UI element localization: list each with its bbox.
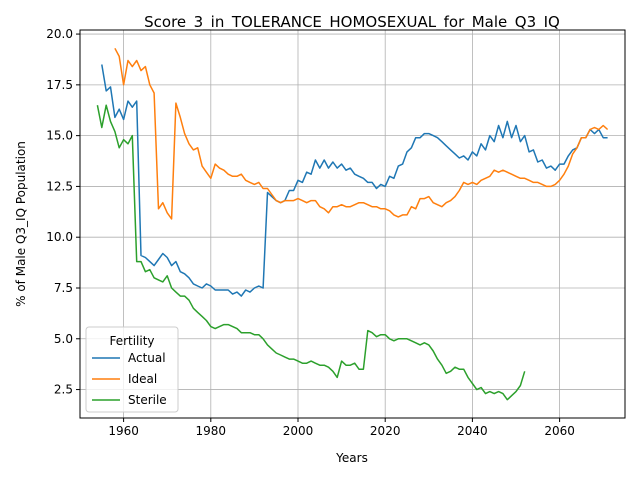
x-tick-label: 1960 xyxy=(108,424,139,438)
y-axis-label: % of Male Q3_IQ Population xyxy=(14,141,28,307)
x-tick-label: 1980 xyxy=(196,424,227,438)
y-tick-label: 12.5 xyxy=(46,179,73,193)
y-tick-label: 2.5 xyxy=(54,383,73,397)
series-line-sterile xyxy=(96,104,526,401)
series-layer xyxy=(96,47,609,401)
y-axis-ticks: 2.5 5.0 7.5 10.0 12.5 15.0 17.5 20.0 xyxy=(46,27,80,397)
y-tick-label: 7.5 xyxy=(54,281,73,295)
y-tick-label: 15.0 xyxy=(46,129,73,143)
x-tick-label: 2000 xyxy=(283,424,314,438)
x-axis-ticks: 1960 1980 2000 2020 2040 2060 xyxy=(108,418,575,438)
series-line-actual xyxy=(101,64,608,297)
chart-title: Score_3_in_TOLERANCE_HOMOSEXUAL_for_Male… xyxy=(144,13,560,32)
x-tick-label: 2020 xyxy=(370,424,401,438)
y-tick-label: 5.0 xyxy=(54,332,73,346)
legend: Fertility Actual Ideal Sterile xyxy=(85,326,179,413)
y-tick-label: 20.0 xyxy=(46,27,73,41)
x-tick-label: 2040 xyxy=(457,424,488,438)
series-line-ideal xyxy=(114,47,609,220)
legend-title: Fertility xyxy=(109,334,154,348)
y-tick-label: 17.5 xyxy=(46,78,73,92)
x-tick-label: 2060 xyxy=(544,424,575,438)
y-tick-label: 10.0 xyxy=(46,230,73,244)
legend-label-sterile: Sterile xyxy=(128,393,167,407)
legend-label-actual: Actual xyxy=(128,351,166,365)
legend-label-ideal: Ideal xyxy=(128,372,157,386)
x-axis-label: Years xyxy=(335,451,368,465)
plot-frame xyxy=(79,29,626,419)
legend-box xyxy=(85,326,179,413)
